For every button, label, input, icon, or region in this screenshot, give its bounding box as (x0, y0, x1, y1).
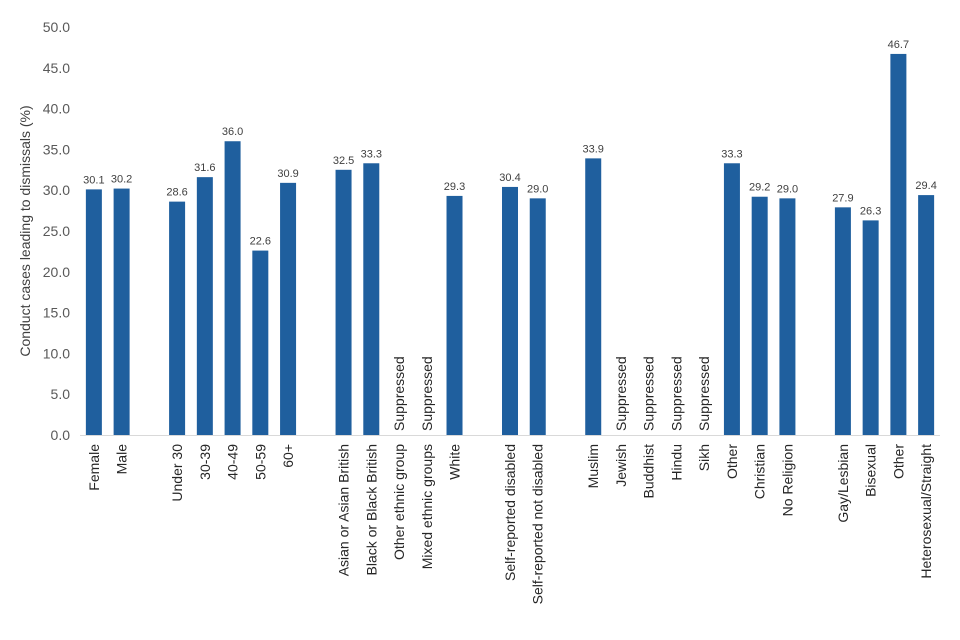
category-label: 50-59 (252, 444, 268, 480)
bar (85, 189, 102, 435)
bar (113, 188, 130, 435)
data-label: 33.9 (583, 143, 604, 155)
data-label: 33.3 (721, 148, 742, 160)
x-axis: Female Male Under 30 30-39 40-49 50-59 60+ Asia… (80, 435, 940, 604)
bar (890, 53, 907, 435)
category-label: White (447, 444, 463, 480)
suppressed-label: Suppressed (391, 356, 407, 431)
data-label: 33.3 (361, 148, 382, 160)
bar (723, 163, 740, 435)
category-label: Gay/Lesbian (835, 444, 851, 523)
data-label: 30.2 (111, 174, 132, 186)
data-label: 29.4 (915, 180, 936, 192)
suppressed-label: Suppressed (668, 356, 684, 431)
category-label: 30-39 (197, 444, 213, 480)
data-label: 29.0 (527, 183, 548, 195)
category-label: Heterosexual/Straight (918, 444, 934, 579)
bar (751, 196, 768, 435)
bar (280, 182, 297, 435)
data-label: 32.5 (333, 155, 354, 167)
suppressed-label: Suppressed (696, 356, 712, 431)
y-tick-label: 0.0 (51, 427, 71, 443)
y-tick-label: 5.0 (51, 386, 71, 402)
bar (252, 250, 269, 435)
category-label: Jewish (613, 444, 629, 487)
data-label: 26.3 (860, 205, 881, 217)
y-tick-label: 30.0 (43, 182, 70, 198)
bar (529, 198, 546, 435)
y-tick-label: 10.0 (43, 345, 70, 361)
bars: 30.1 30.2 28.6 31.6 36.0 22.6 30.9 32.5 33.3 Supp… (83, 39, 937, 436)
category-label: Mixed ethnic groups (419, 444, 435, 569)
y-tick-label: 20.0 (43, 264, 70, 280)
bar (918, 195, 935, 435)
suppressed-label: Suppressed (419, 356, 435, 431)
category-label: 40-49 (225, 444, 241, 480)
category-label: Hindu (668, 444, 684, 481)
y-axis-title: Conduct cases leading to dismissals (%) (17, 105, 33, 356)
category-label: Male (114, 444, 130, 475)
bar (585, 158, 602, 435)
data-label: 29.0 (777, 183, 798, 195)
category-label: Other ethnic group (391, 444, 407, 560)
data-label: 30.1 (83, 174, 104, 186)
category-label: Female (86, 444, 102, 491)
data-label: 27.9 (832, 192, 853, 204)
bar (446, 195, 463, 435)
category-label: Self-reported disabled (502, 444, 518, 581)
y-tick-label: 25.0 (43, 223, 70, 239)
category-label: Buddhist (641, 444, 657, 499)
category-label: 60+ (280, 444, 296, 468)
bar (862, 220, 879, 435)
category-label: Under 30 (169, 444, 185, 502)
category-label: Christian (752, 444, 768, 499)
bar (169, 201, 186, 435)
data-label: 29.2 (749, 182, 770, 194)
bar (779, 198, 796, 435)
y-tick-label: 45.0 (43, 60, 70, 76)
category-label: No Religion (779, 444, 795, 516)
bar (335, 169, 352, 436)
category-label: Asian or Asian British (336, 444, 352, 576)
data-label: 28.6 (166, 187, 187, 199)
data-label: 22.6 (250, 236, 271, 248)
data-label: 46.7 (888, 39, 909, 51)
data-label: 31.6 (194, 162, 215, 174)
category-label: Bisexual (863, 444, 879, 497)
data-label: 36.0 (222, 126, 243, 138)
category-label: Other (890, 444, 906, 479)
y-axis: 0.0 5.0 10.0 15.0 20.0 25.0 30.0 35.0 40.0 45.0 50… (43, 19, 70, 443)
suppressed-label: Suppressed (641, 356, 657, 431)
y-tick-label: 15.0 (43, 305, 70, 321)
bar (363, 163, 380, 435)
y-tick-label: 35.0 (43, 141, 70, 157)
bar (834, 207, 851, 435)
suppressed-label: Suppressed (613, 356, 629, 431)
data-label: 30.9 (277, 168, 298, 180)
data-label: 29.3 (444, 181, 465, 193)
bar (196, 177, 213, 436)
y-tick-label: 40.0 (43, 101, 70, 117)
category-label: Self-reported not disabled (530, 444, 546, 604)
y-tick-label: 50.0 (43, 19, 70, 35)
bar (224, 141, 241, 436)
category-label: Muslim (585, 444, 601, 488)
category-label: Sikh (696, 444, 712, 471)
data-label: 30.4 (499, 172, 520, 184)
bar (502, 186, 518, 435)
category-label: Black or Black British (363, 444, 379, 575)
category-label: Other (724, 444, 740, 479)
